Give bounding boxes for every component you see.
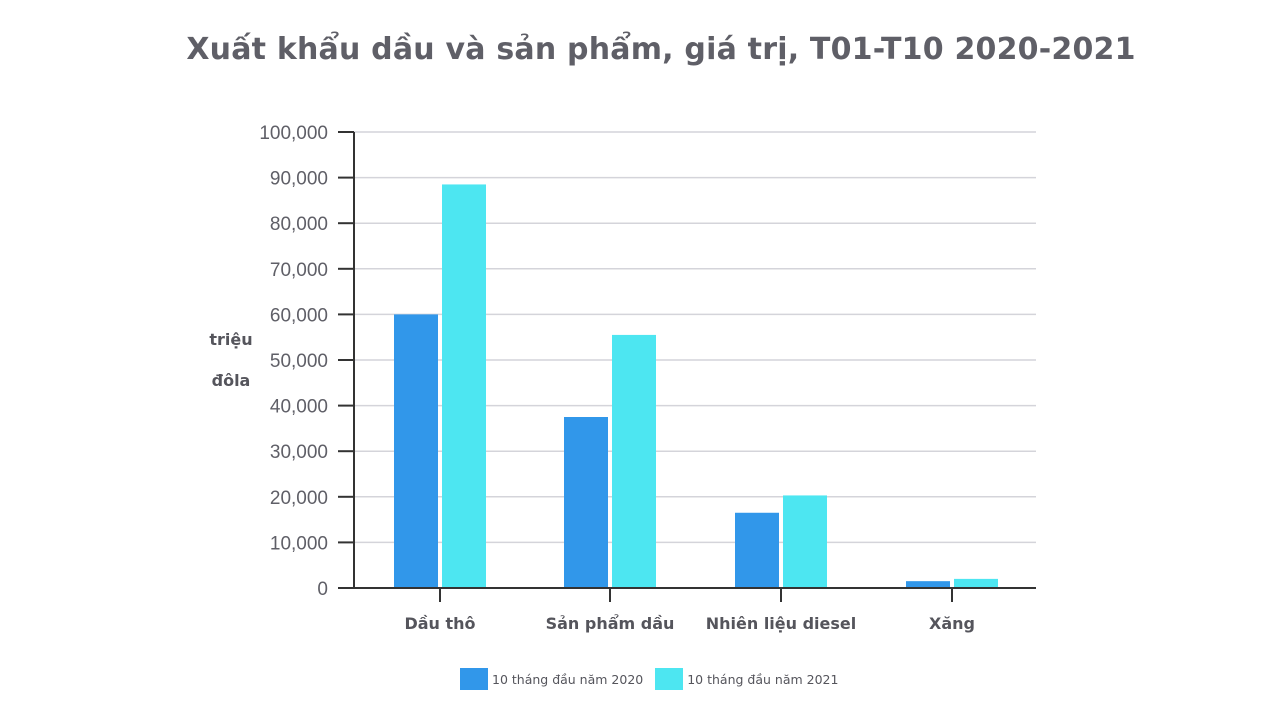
y-tick-label: 10,000: [270, 533, 328, 554]
legend: 10 tháng đầu năm 2020 10 tháng đầu năm 2…: [460, 668, 850, 690]
y-tick-label: 80,000: [270, 214, 328, 235]
x-tick-label: Xăng: [929, 614, 975, 633]
y-tick-label: 30,000: [270, 442, 328, 463]
bar-2020-1[interactable]: [564, 417, 608, 588]
y-tick-labels: 0 10,000 20,000 30,000 40,000 50,000 60,000 70,…: [259, 123, 328, 600]
bar-2020-2[interactable]: [735, 512, 779, 588]
axes: [338, 131, 1036, 602]
bar-2020-3[interactable]: [906, 581, 950, 588]
bars: [394, 184, 998, 588]
legend-label-2020: 10 tháng đầu năm 2020: [492, 671, 644, 687]
bar-2021-1[interactable]: [612, 334, 656, 588]
y-tick-label: 20,000: [270, 488, 328, 509]
bar-2021-0[interactable]: [442, 184, 486, 588]
y-tick-label: 70,000: [270, 260, 328, 281]
y-tick-label: 0: [317, 579, 328, 600]
x-tick-label: Sản phẩm dầu: [546, 614, 675, 633]
bar-2021-3[interactable]: [954, 578, 998, 588]
bar-2021-2[interactable]: [783, 495, 827, 588]
y-tick-label: 40,000: [270, 397, 328, 418]
y-tick-label: 60,000: [270, 305, 328, 326]
bar-2020-0[interactable]: [394, 314, 438, 588]
y-axis-label-line-2: đôla: [211, 371, 251, 390]
x-tick-label: Nhiên liệu diesel: [706, 614, 857, 633]
x-tick-label: Dầu thô: [404, 614, 475, 633]
x-tick-labels: Dầu thô Sản phẩm dầu Nhiên liệu diesel Xăng: [404, 614, 975, 633]
y-tick-label: 100,000: [259, 123, 328, 144]
legend-label-2021: 10 tháng đầu năm 2021: [687, 671, 839, 687]
legend-swatch-2020: [460, 668, 488, 690]
y-tick-label: 50,000: [270, 351, 328, 372]
legend-swatch-2021: [655, 668, 684, 690]
legend-item-2021[interactable]: 10 tháng đầu năm 2021: [655, 668, 838, 690]
chart-title: Xuất khẩu dầu và sản phẩm, giá trị, T01-…: [186, 32, 1136, 67]
legend-item-2020[interactable]: 10 tháng đầu năm 2020: [460, 668, 643, 690]
y-tick-label: 90,000: [270, 169, 328, 190]
y-axis-label-line-1: triệu: [209, 330, 253, 349]
